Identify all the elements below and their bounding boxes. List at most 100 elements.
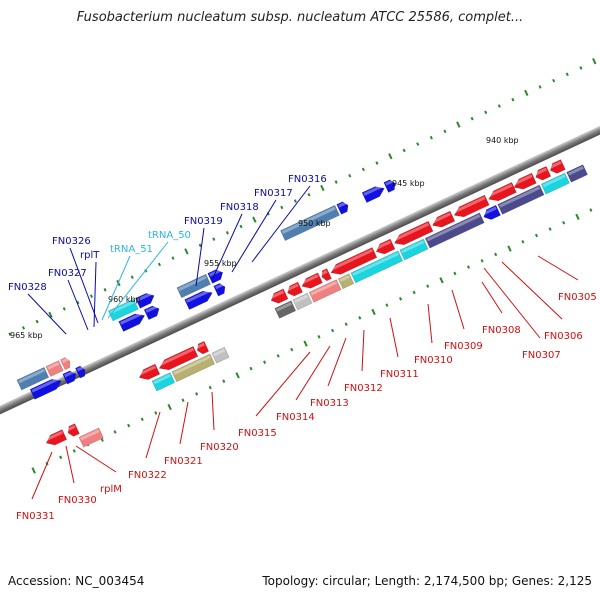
- gene-feature[interactable]: [361, 183, 387, 203]
- gene-label-bottom[interactable]: FN0308: [482, 325, 521, 336]
- gene-feature[interactable]: [548, 159, 566, 176]
- gene-feature[interactable]: [62, 369, 79, 385]
- gene-feature[interactable]: [292, 292, 313, 311]
- gene-feature[interactable]: [540, 172, 570, 195]
- gene-feature[interactable]: [176, 273, 211, 299]
- gene-label-bottom[interactable]: FN0331: [16, 511, 55, 522]
- minor-tick: [103, 288, 107, 292]
- gene-feature[interactable]: [75, 365, 87, 379]
- minor-tick: [195, 392, 199, 396]
- gene-feature[interactable]: [452, 194, 490, 220]
- gene-feature[interactable]: [66, 423, 80, 438]
- gene-feature[interactable]: [329, 247, 378, 277]
- feature-highlight: [487, 183, 513, 198]
- minor-tick: [538, 85, 542, 89]
- gene-label-top[interactable]: FN0317: [254, 188, 293, 199]
- gene-feature[interactable]: [534, 166, 552, 182]
- gene-feature[interactable]: [16, 367, 50, 391]
- gene-feature[interactable]: [274, 300, 297, 319]
- gene-label-top[interactable]: FN0326: [52, 236, 91, 247]
- gene-feature[interactable]: [512, 172, 537, 192]
- gene-feature[interactable]: [211, 346, 230, 364]
- backbone-track: [0, 58, 600, 474]
- gene-feature[interactable]: [481, 204, 501, 222]
- minor-tick: [511, 97, 515, 102]
- gene-label-top[interactable]: FN0328: [8, 282, 47, 293]
- feature-highlight: [281, 206, 336, 234]
- minor-tick: [307, 192, 311, 197]
- gene-feature[interactable]: [269, 288, 289, 306]
- gene-feature[interactable]: [207, 267, 225, 284]
- feature-highlight: [153, 373, 171, 385]
- major-tick: [439, 277, 444, 284]
- gene-feature[interactable]: [184, 288, 215, 310]
- gene-feature[interactable]: [486, 182, 517, 204]
- gene-label-top[interactable]: FN0316: [288, 174, 327, 185]
- gene-label-bottom[interactable]: FN0330: [58, 495, 97, 506]
- gene-label-bottom[interactable]: FN0311: [380, 369, 419, 380]
- gene-feature[interactable]: [374, 238, 396, 257]
- minor-tick: [361, 167, 365, 172]
- gene-feature[interactable]: [143, 304, 161, 320]
- leader-line: [179, 401, 189, 445]
- gene-label-bottom[interactable]: FN0309: [444, 341, 483, 352]
- gene-feature[interactable]: [383, 178, 398, 193]
- gene-feature[interactable]: [118, 311, 147, 332]
- gene-feature[interactable]: [195, 340, 210, 355]
- minor-tick: [157, 262, 161, 267]
- gene-label-bottom[interactable]: FN0321: [164, 456, 203, 467]
- gene-feature[interactable]: [320, 268, 332, 282]
- gene-feature[interactable]: [171, 353, 215, 383]
- gene-feature[interactable]: [300, 272, 323, 291]
- gene-feature[interactable]: [430, 210, 456, 230]
- gene-label-top[interactable]: FN0327: [48, 268, 87, 279]
- feature-highlight: [401, 240, 425, 254]
- gene-label-bottom[interactable]: rplM: [100, 484, 122, 495]
- gene-feature[interactable]: [399, 238, 429, 261]
- gene-feature[interactable]: [285, 281, 303, 298]
- gene-label-bottom[interactable]: FN0307: [522, 350, 561, 361]
- gene-feature[interactable]: [308, 279, 342, 303]
- gene-feature[interactable]: [337, 273, 355, 290]
- gene-feature[interactable]: [107, 298, 139, 322]
- gene-feature[interactable]: [135, 291, 156, 309]
- minor-tick: [552, 78, 556, 83]
- gene-label-bottom[interactable]: FN0310: [414, 355, 453, 366]
- minor-tick: [497, 104, 501, 108]
- gene-label-top[interactable]: tRNA_51: [110, 244, 153, 255]
- gene-label-top[interactable]: rplT: [80, 250, 100, 261]
- gene-feature[interactable]: [350, 250, 404, 284]
- gene-label-bottom[interactable]: FN0322: [128, 470, 167, 481]
- gene-label-bottom[interactable]: FN0312: [344, 383, 383, 394]
- gene-feature[interactable]: [336, 200, 351, 215]
- gene-label-bottom[interactable]: FN0315: [238, 428, 277, 439]
- gene-feature[interactable]: [151, 372, 176, 392]
- gene-feature[interactable]: [44, 429, 68, 448]
- minor-tick: [21, 326, 26, 330]
- gene-feature[interactable]: [424, 212, 485, 249]
- gene-feature[interactable]: [29, 376, 64, 400]
- gene-feature[interactable]: [60, 356, 72, 371]
- gene-label-top[interactable]: tRNA_50: [148, 230, 191, 241]
- gene-label-top[interactable]: FN0318: [220, 202, 259, 213]
- gene-label-bottom[interactable]: FN0305: [558, 292, 597, 303]
- gene-feature[interactable]: [497, 184, 545, 215]
- gene-feature[interactable]: [280, 204, 340, 241]
- gene-label-top[interactable]: FN0319: [184, 216, 223, 227]
- gene-feature[interactable]: [566, 164, 588, 183]
- gene-feature[interactable]: [157, 346, 199, 373]
- gene-feature[interactable]: [78, 427, 104, 448]
- gene-label-bottom[interactable]: FN0314: [276, 412, 315, 423]
- gene-feature[interactable]: [392, 220, 434, 248]
- leader-line: [361, 329, 365, 372]
- gene-label-bottom[interactable]: FN0313: [310, 398, 349, 409]
- minor-tick: [334, 180, 338, 184]
- gene-feature[interactable]: [45, 360, 64, 377]
- gene-label-bottom[interactable]: FN0306: [544, 331, 583, 342]
- feature-highlight: [549, 160, 562, 169]
- minor-tick: [484, 110, 488, 115]
- gene-feature[interactable]: [213, 282, 228, 297]
- gene-label-bottom[interactable]: FN0320: [200, 442, 239, 453]
- gene-feature[interactable]: [137, 363, 161, 382]
